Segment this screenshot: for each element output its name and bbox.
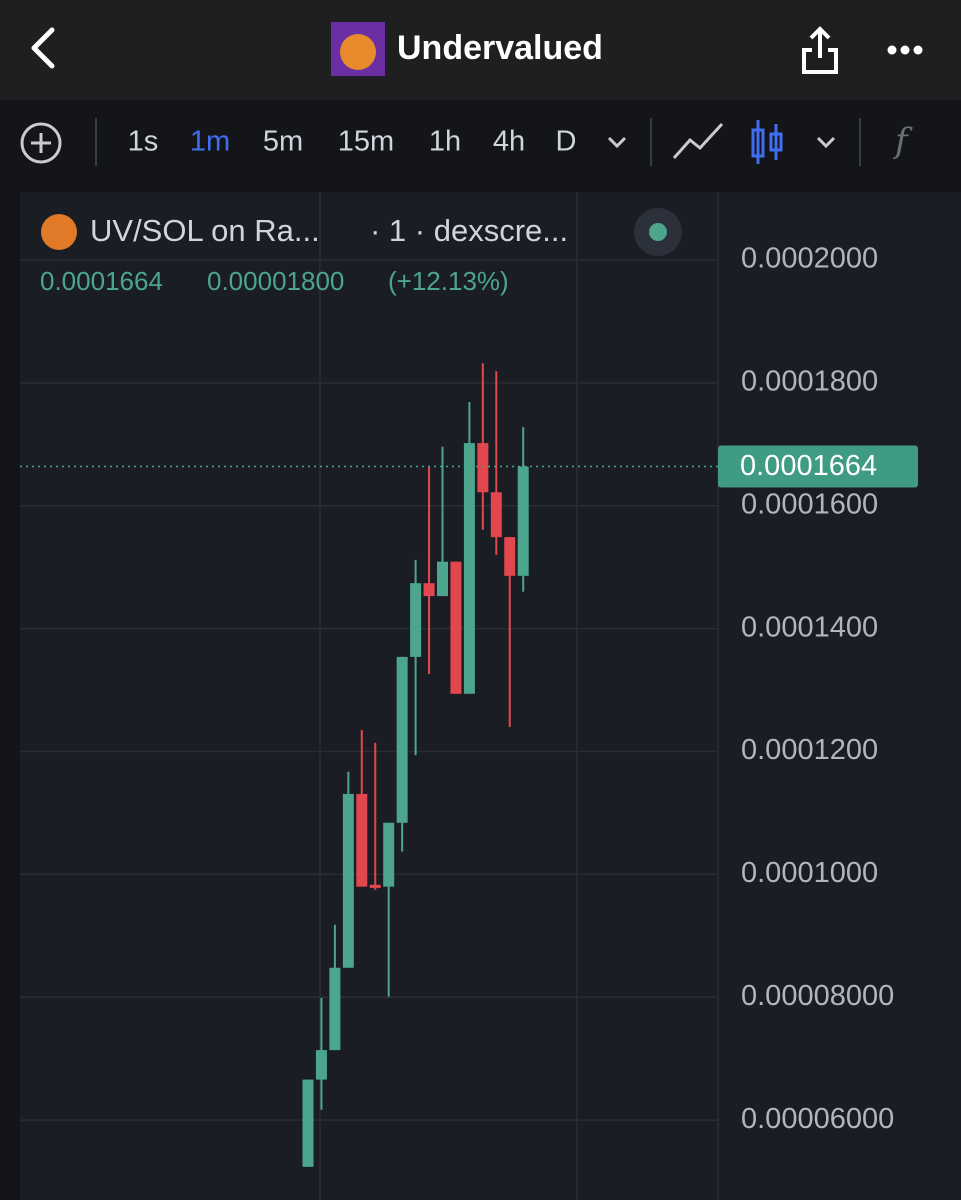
candle-body [517,466,529,576]
candle-body [423,583,435,597]
header-bar [0,0,961,100]
candle-body [315,1050,327,1080]
interval-tab[interactable]: D [556,126,577,158]
interval-tabs: 1s 1m 5m 15m 1h 4h D [128,126,577,158]
candle-body [410,583,422,657]
interval-tab[interactable]: 1m [190,126,230,158]
y-tick-label: 0.00008000 [741,980,894,1012]
source-label: · 1 · dexscre... [370,213,568,248]
interval-tab[interactable]: 15m [338,126,394,158]
chart-type-dropdown[interactable] [816,136,836,149]
share-button[interactable] [802,26,838,74]
candle-body [369,884,381,888]
candle-body [396,656,408,823]
add-icon [31,133,51,153]
change-percent-legend: (+12.13%) [388,266,509,296]
toolbar [0,100,961,186]
y-tick-label: 0.0001800 [741,366,878,398]
last-price-legend: 0.0001664 [40,266,163,296]
candle-body [504,537,516,576]
y-tick-label: 0.0001400 [741,611,878,643]
candle-body [342,793,354,968]
avatar-face [340,34,376,70]
candle-body [463,443,475,694]
add-indicator-button[interactable] [20,122,62,164]
y-tick-label: 0.0002000 [741,243,878,275]
more-button[interactable] [887,45,923,55]
last-price-label: 0.0001664 [740,450,877,482]
last-price-tag [718,445,918,488]
interval-tab[interactable]: 1s [128,126,159,158]
candle-body [490,492,502,538]
interval-tab[interactable]: 5m [263,126,303,158]
legend-avatar [41,214,77,250]
back-button[interactable] [31,27,55,69]
line-chart-button[interactable] [672,122,724,159]
status-dot [649,223,667,241]
y-tick-label: 0.0001000 [741,857,878,889]
interval-tab[interactable]: 1h [429,126,461,158]
y-tick-label: 0.0001200 [741,734,878,766]
y-tick-label: 0.0001600 [741,488,878,520]
candle-body [437,561,448,597]
interval-tab[interactable]: 4h [493,126,525,158]
symbol-label: UV/SOL on Ra... [90,213,320,248]
candle-body [302,1079,314,1167]
header-title: Undervalued [397,29,603,67]
plot [20,259,718,1167]
candle-body [329,967,341,1051]
y-tick-label: 0.00006000 [741,1103,894,1135]
candle-chart-button[interactable] [751,120,783,164]
chart-panel [20,192,961,1200]
candle-body [356,793,368,887]
candle-body [383,822,395,887]
candle-body [450,561,462,694]
change-legend: 0.00001800 [207,266,344,296]
interval-dropdown[interactable] [607,136,627,149]
candle-body [477,443,489,493]
